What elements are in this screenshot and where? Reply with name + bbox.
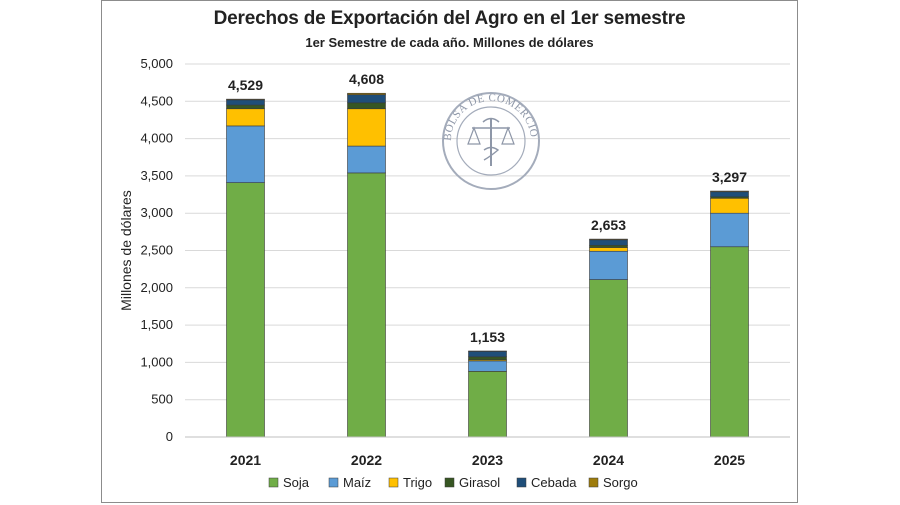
legend-swatch xyxy=(268,477,279,488)
bar-segment-maíz xyxy=(226,125,265,183)
y-tick-label: 4,000 xyxy=(140,131,173,146)
bar-segment-soja xyxy=(710,246,749,438)
y-axis-label: Millones de dólares xyxy=(118,190,134,311)
gridlines xyxy=(185,63,790,401)
legend-swatch xyxy=(328,477,339,488)
legend-swatch xyxy=(444,477,455,488)
chart-subtitle: 1er Semestre de cada año. Millones de dó… xyxy=(305,35,594,50)
bar-total-label: 2,653 xyxy=(591,217,626,233)
bar-segment-girasol xyxy=(347,102,386,110)
x-tick-label: 2025 xyxy=(714,452,745,468)
chart-frame xyxy=(101,0,798,503)
legend-label: Sorgo xyxy=(603,475,638,490)
bar-segment-cebada xyxy=(347,94,386,104)
bar-segment-girasol xyxy=(589,244,628,248)
legend-label: Maíz xyxy=(343,475,371,490)
bar-segment-maíz xyxy=(589,250,628,280)
bar-segment-soja xyxy=(589,279,628,438)
bar-total-label: 1,153 xyxy=(470,329,505,345)
y-tick-label: 4,500 xyxy=(140,93,173,108)
bar-segment-soja xyxy=(468,371,507,438)
bar-segment-trigo xyxy=(710,197,749,214)
bar-total-label: 4,529 xyxy=(228,77,263,93)
legend-label: Soja xyxy=(283,475,310,490)
watermark-seal: BOLSA DE COMERCIO DE ROSARIO xyxy=(0,0,540,190)
bar-segment-maíz xyxy=(468,360,507,372)
chart-title: Derechos de Exportación del Agro en el 1… xyxy=(213,8,686,29)
y-tick-label: 3,500 xyxy=(140,168,173,183)
legend-swatch xyxy=(516,477,527,488)
bar-segment-girasol xyxy=(226,104,265,110)
y-tick-label: 2,000 xyxy=(140,280,173,295)
y-tick-label: 3,000 xyxy=(140,205,173,220)
labels: 0 500 1,000 1,500 2,000 2,500 3,000 3,500 4,000 4… xyxy=(118,56,747,468)
bar-segment-cebada xyxy=(710,191,749,198)
bar-segment-sorgo xyxy=(710,190,749,193)
y-tick-label: 0 xyxy=(166,429,173,444)
bar-segment-maíz xyxy=(710,212,749,248)
bar-segment-trigo xyxy=(226,108,265,127)
x-tick-label: 2022 xyxy=(351,452,382,468)
y-tick-label: 500 xyxy=(151,392,173,407)
legend: Soja Maíz Trigo Girasol Cebada Sorgo xyxy=(268,475,638,490)
legend-label: Cebada xyxy=(531,475,577,490)
bar-total-label: 4,608 xyxy=(349,71,384,87)
legend-label: Trigo xyxy=(403,475,432,490)
x-tick-label: 2021 xyxy=(230,452,261,468)
bar-segment-soja xyxy=(347,172,386,438)
bar-segment-cebada xyxy=(226,99,265,106)
bar-segment-sorgo xyxy=(589,238,628,241)
seal-text: BOLSA DE COMERCIO DE ROSARIO xyxy=(0,0,540,141)
bar-segment-cebada xyxy=(589,239,628,246)
bar-total-label: 3,297 xyxy=(712,169,747,185)
legend-swatch xyxy=(388,477,399,488)
y-tick-label: 1,500 xyxy=(140,317,173,332)
bar-segment-cebada xyxy=(468,351,507,358)
legend-swatch xyxy=(588,477,599,488)
bar-segment-soja xyxy=(226,182,265,438)
bar-segment-trigo xyxy=(347,108,386,147)
y-tick-label: 2,500 xyxy=(140,243,173,258)
legend-label: Girasol xyxy=(459,475,500,490)
y-tick-label: 5,000 xyxy=(140,56,173,71)
x-tick-label: 2024 xyxy=(593,452,624,468)
x-tick-label: 2023 xyxy=(472,452,503,468)
bar-segment-trigo xyxy=(589,247,628,252)
bar-segment-maíz xyxy=(347,145,386,174)
bar-segment-sorgo xyxy=(226,98,265,101)
bar-segment-girasol xyxy=(468,356,507,361)
y-tick-label: 1,000 xyxy=(140,354,173,369)
bars xyxy=(226,92,749,438)
bar-segment-sorgo xyxy=(347,92,386,96)
